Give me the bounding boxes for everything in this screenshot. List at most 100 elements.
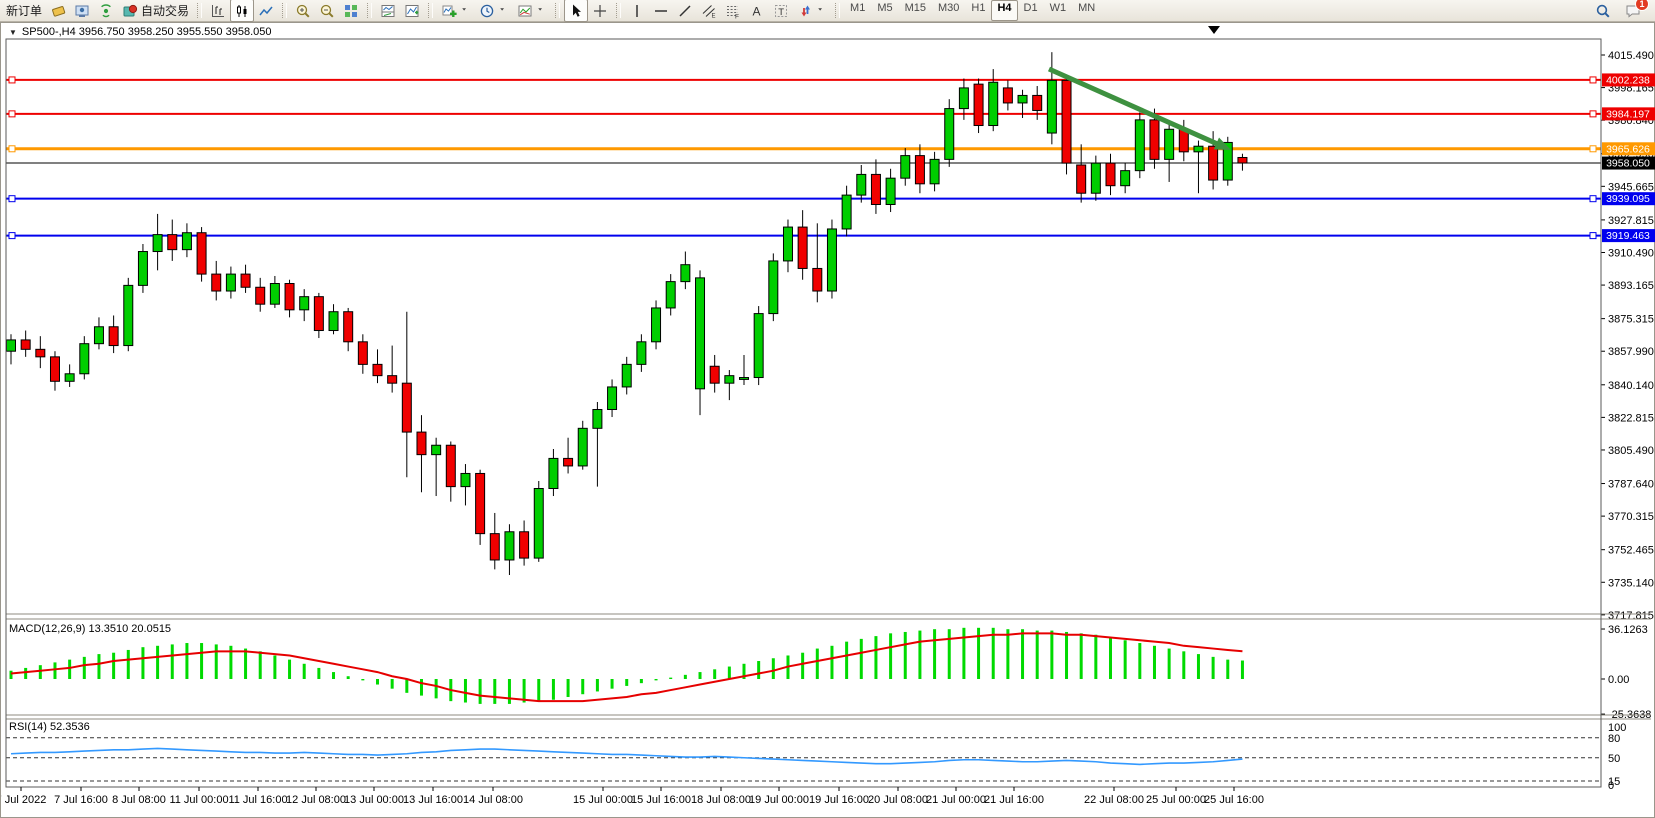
tile-windows-button[interactable] (339, 0, 363, 22)
search-button[interactable] (1591, 0, 1615, 22)
collapse-icon[interactable]: ▼ (9, 27, 17, 37)
candle-body (196, 232, 207, 275)
trend-arrow-head[interactable] (1213, 137, 1231, 150)
timeframe-d1[interactable]: D1 (1023, 2, 1038, 14)
macd-histogram-bar (1065, 631, 1069, 679)
timeframe-mn[interactable]: MN (1078, 2, 1096, 14)
market-signal-button[interactable] (94, 0, 118, 22)
candle-body (401, 382, 412, 433)
timeframe-h4[interactable]: H4 (991, 0, 1018, 21)
timeframe-w1[interactable]: W1 (1049, 2, 1067, 14)
line-chart-icon (259, 6, 273, 15)
indicator-window-button[interactable] (376, 0, 400, 22)
candle-body (372, 363, 383, 377)
indicator-window-icon (381, 4, 395, 17)
time-axis-label: 14 Jul 08:00 (463, 794, 523, 806)
hline-handle[interactable] (1589, 195, 1597, 203)
price-axis-label: 4015.490 (1608, 50, 1654, 62)
candle-body (870, 173, 881, 206)
hline-handle[interactable] (1589, 232, 1597, 240)
price-axis-label: 3910.490 (1608, 247, 1654, 259)
macd-histogram-bar (698, 672, 702, 679)
zoom-in-button[interactable] (291, 0, 315, 22)
rsi-axis-label: 15 (1608, 776, 1620, 788)
candle-body (753, 313, 764, 379)
fibonacci-button[interactable]: F (721, 0, 745, 22)
macd-histogram-bar (463, 679, 467, 703)
rsi-axis-label: 80 (1608, 733, 1620, 745)
add-indicator-button[interactable] (437, 0, 475, 22)
time-axis-label: 21 Jul 16:00 (984, 794, 1044, 806)
macd-histogram-bar (933, 629, 937, 679)
price-axis-label: 3840.140 (1608, 380, 1654, 392)
macd-histogram-bar (1240, 660, 1244, 679)
magnifier-icon (1596, 4, 1610, 18)
horizontal-line-button[interactable] (649, 0, 673, 22)
timeframe-m30[interactable]: M30 (938, 2, 960, 14)
trend-arrow-line[interactable] (1047, 66, 1223, 149)
hline-handle[interactable] (8, 195, 16, 203)
arrows-button[interactable] (793, 0, 831, 22)
crosshair-button[interactable] (588, 0, 612, 22)
macd-histogram-bar (1006, 629, 1010, 679)
fibonacci-icon: F (727, 5, 739, 19)
text-button[interactable]: A (745, 0, 769, 22)
period-button[interactable] (475, 0, 513, 22)
toolbar-grip (428, 3, 434, 18)
macd-histogram-bar (419, 679, 423, 696)
macd-histogram-bar (742, 663, 746, 679)
macd-histogram-bar (625, 679, 629, 686)
notifications-button[interactable]: 1 (1621, 0, 1649, 22)
hline-handle[interactable] (8, 110, 16, 118)
macd-histogram-bar (1152, 645, 1156, 679)
candle-body (240, 273, 251, 288)
candle-body (137, 251, 148, 286)
line-chart-button[interactable] (254, 0, 278, 22)
candle-body (504, 531, 515, 561)
text-label-button[interactable]: T (769, 0, 793, 22)
timeframe-m5[interactable]: M5 (877, 2, 893, 14)
candle-body (621, 363, 632, 388)
auto-trading-button[interactable]: 自动交易 (118, 0, 193, 22)
candle-body (489, 533, 500, 561)
macd-histogram-bar (24, 667, 28, 679)
candle-body (724, 375, 735, 384)
macd-histogram-bar (170, 644, 174, 679)
timeframe-m1[interactable]: M1 (850, 2, 866, 14)
hline-handle[interactable] (1589, 145, 1597, 153)
candle-body (357, 341, 368, 365)
candle-body (812, 267, 823, 292)
hline-handle[interactable] (1589, 76, 1597, 84)
macd-histogram-bar (434, 679, 438, 699)
data-window-button[interactable] (400, 0, 424, 22)
candlestick-chart-button[interactable] (230, 0, 255, 22)
toolbar-grip (555, 3, 561, 18)
data-window-icon (405, 4, 419, 17)
timeframe-h1[interactable]: H1 (971, 2, 986, 14)
candle-body (431, 444, 442, 456)
cursor-button[interactable] (564, 0, 589, 22)
macd-histogram-bar (801, 652, 805, 679)
bar-chart-button[interactable] (206, 0, 230, 22)
timeframe-m15[interactable]: M15 (904, 2, 926, 14)
macd-histogram-bar (200, 643, 204, 679)
toolbar-group-trade: 新订单 自动交易 (2, 0, 193, 22)
hline-handle[interactable] (8, 76, 16, 84)
terminal-button[interactable] (70, 0, 94, 22)
hline-handle[interactable] (1589, 110, 1597, 118)
time-axis-label: 12 Jul 08:00 (286, 794, 346, 806)
new-order-button[interactable]: 新订单 (2, 0, 46, 22)
trendline-button[interactable] (673, 0, 697, 22)
macd-histogram-bar (1123, 640, 1127, 679)
stamp-button[interactable] (46, 0, 70, 22)
macd-histogram-bar (845, 641, 849, 679)
macd-histogram-bar (947, 629, 951, 679)
cursor-icon (573, 4, 582, 17)
equidistant-channel-button[interactable]: E (697, 0, 721, 22)
template-button[interactable] (513, 0, 551, 22)
vertical-line-button[interactable] (625, 0, 649, 22)
hline-handle[interactable] (8, 145, 16, 153)
zoom-out-button[interactable] (315, 0, 339, 22)
time-axis-label: 8 Jul 08:00 (112, 794, 166, 806)
hline-handle[interactable] (8, 232, 16, 240)
